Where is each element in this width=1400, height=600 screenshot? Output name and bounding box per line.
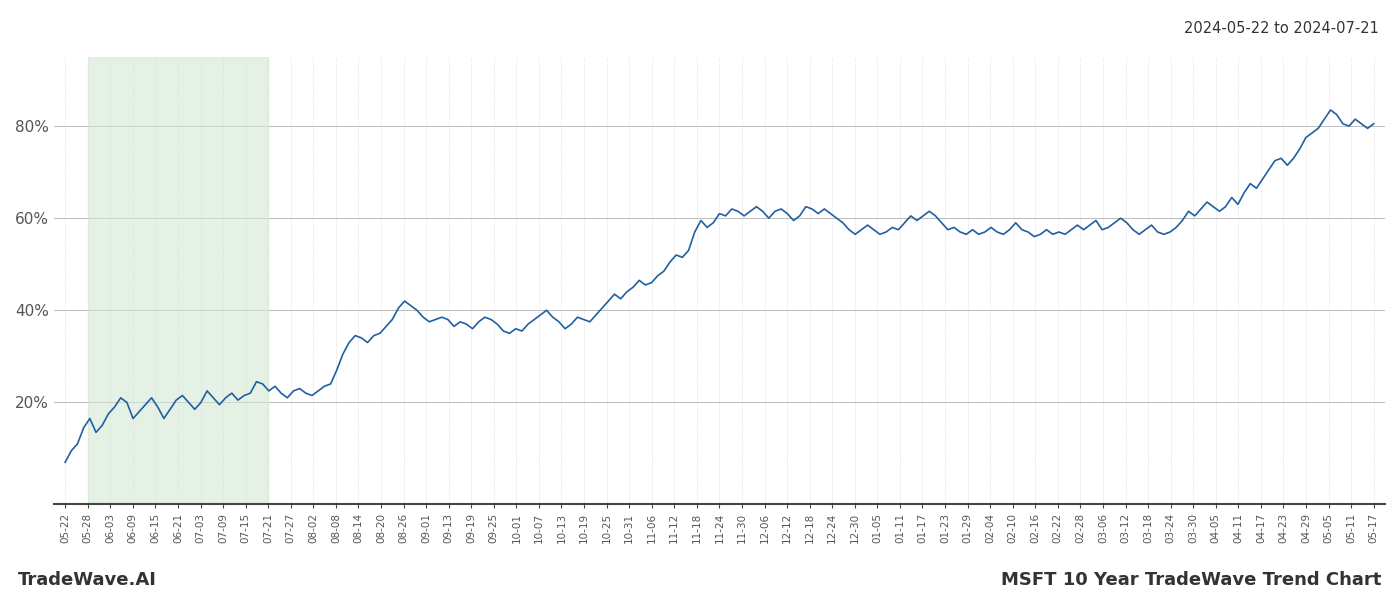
Text: TradeWave.AI: TradeWave.AI (18, 571, 157, 589)
Text: MSFT 10 Year TradeWave Trend Chart: MSFT 10 Year TradeWave Trend Chart (1001, 571, 1382, 589)
Text: 2024-05-22 to 2024-07-21: 2024-05-22 to 2024-07-21 (1184, 21, 1379, 36)
Bar (88, 57, 269, 504)
